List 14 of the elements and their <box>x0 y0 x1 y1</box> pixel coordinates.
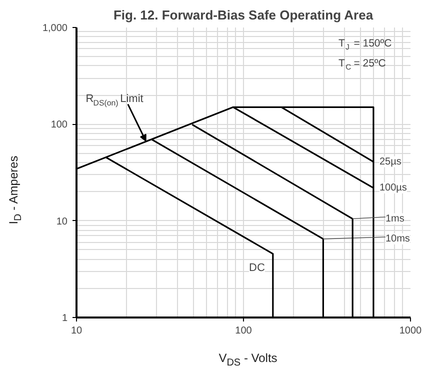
series-label: 25µs <box>379 156 402 168</box>
chart-title: Fig. 12. Forward-Bias Safe Operating Area <box>113 8 374 22</box>
text: 10ms <box>385 233 410 244</box>
x-tick-label: 10 <box>70 326 82 336</box>
x-tick-label: 1000 <box>399 326 422 336</box>
y-tick-label: 1 <box>62 313 68 324</box>
y-tick-label: 1,000 <box>42 23 68 34</box>
series-label: DC <box>249 262 265 274</box>
y-tick-label: 10 <box>56 216 68 228</box>
text: 1ms <box>385 213 404 224</box>
x-tick-label: 100 <box>235 326 252 336</box>
x-axis-title: V$_{DS}$ - Volts <box>218 350 278 370</box>
series-label: 100µs <box>379 182 407 194</box>
y-tick-label: 100 <box>50 120 68 131</box>
